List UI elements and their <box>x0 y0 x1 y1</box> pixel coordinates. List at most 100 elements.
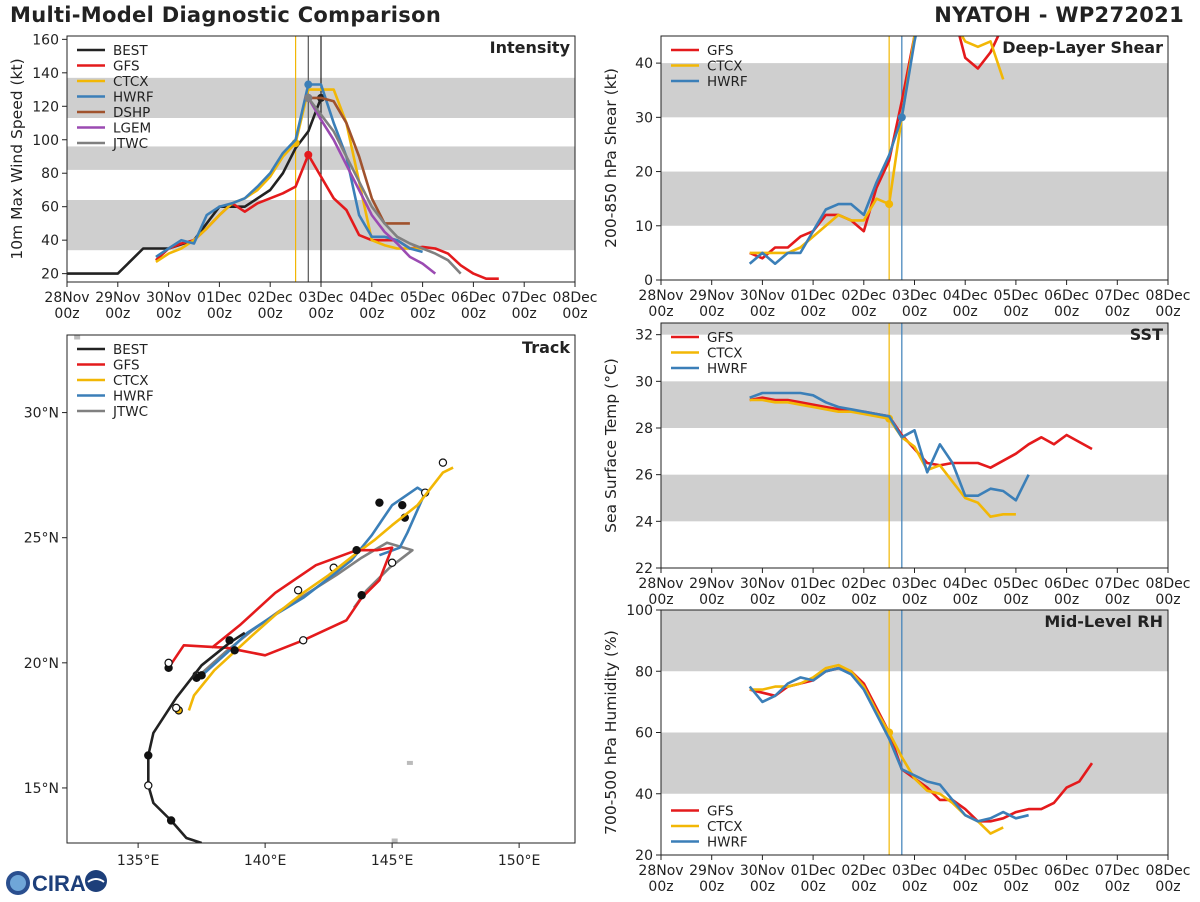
intensity-series-jtwc <box>307 97 462 275</box>
sst-legend-label: CTCX <box>707 346 743 362</box>
sst-xtick-label: 04Dec <box>943 576 988 592</box>
sst-xtick-label: 00z <box>1105 592 1130 608</box>
island-shape <box>74 335 81 340</box>
sst-series-ctcx <box>749 398 1016 519</box>
track-point-best <box>172 703 181 713</box>
intensity-xtick-label: 06Dec <box>451 290 496 306</box>
intensity-ytick-label: 160 <box>32 32 59 48</box>
rh-xtick-label: 02Dec <box>841 863 886 879</box>
track-xtick-label: 140°E <box>244 853 287 869</box>
shear-point-ctcx <box>885 200 894 209</box>
sst-xtick-label: 00z <box>648 592 673 608</box>
track-ytick-label: 15°N <box>24 781 59 797</box>
intensity-ytick-label: 100 <box>32 133 59 149</box>
rh-xtick-label: 01Dec <box>791 863 836 879</box>
intensity-series-hwrf <box>155 83 423 258</box>
intensity-ytick-label: 40 <box>41 233 59 249</box>
shear-xtick-label: 06Dec <box>1044 288 1089 304</box>
rh-xtick-label: 00z <box>851 879 876 895</box>
shear-panel: 01020304028Nov00z29Nov00z30Nov00z01Dec00… <box>602 35 1190 320</box>
intensity-xtick-label: 04Dec <box>349 290 394 306</box>
sst-xtick-label: 00z <box>1003 592 1028 608</box>
intensity-ytick-label: 60 <box>41 200 59 216</box>
rh-xtick-label: 04Dec <box>943 863 988 879</box>
sst-xtick-label: 00z <box>1054 592 1079 608</box>
shear-xtick-label: 00z <box>750 304 775 320</box>
intensity-xtick-label: 01Dec <box>197 290 242 306</box>
rh-xtick-label: 29Nov <box>689 863 734 879</box>
shear-ytick-label: 40 <box>635 56 653 72</box>
track-point-gfs <box>230 646 239 655</box>
shear-legend-label: GFS <box>707 43 734 59</box>
shear-xtick-label: 07Dec <box>1095 288 1140 304</box>
intensity-xtick-label: 00z <box>308 306 333 322</box>
intensity-series-lgem <box>307 97 437 275</box>
rh-xtick-label: 28Nov <box>638 863 683 879</box>
rh-ytick-label: 40 <box>635 787 653 803</box>
rh-panel: 2040608010028Nov00z29Nov00z30Nov00z01Dec… <box>602 603 1190 895</box>
intensity-xtick-label: 00z <box>562 306 587 322</box>
sst-legend-label: HWRF <box>707 361 748 377</box>
shear-legend-label: HWRF <box>707 74 748 90</box>
track-point-best <box>144 781 153 790</box>
intensity-xtick-label: 00z <box>359 306 384 322</box>
island-shape <box>406 760 413 765</box>
sst-series-hwrf <box>749 391 1030 502</box>
sst-xtick-label: 02Dec <box>841 576 886 592</box>
sst-ytick-label: 22 <box>635 561 653 577</box>
intensity-ylabel: 10m Max Wind Speed (kt) <box>8 58 26 259</box>
sst-xtick-label: 06Dec <box>1044 576 1089 592</box>
track-ytick-label: 30°N <box>24 406 59 422</box>
page-title: Multi-Model Diagnostic Comparison <box>10 3 442 27</box>
sst-xtick-label: 00z <box>953 592 978 608</box>
sst-xtick-label: 00z <box>1155 592 1180 608</box>
intensity-legend-label: CTCX <box>113 74 149 90</box>
intensity-series-dshp <box>308 96 410 225</box>
track-point-hwrf <box>398 500 407 510</box>
sst-xtick-label: 00z <box>750 592 775 608</box>
intensity-legend-label: HWRF <box>113 90 154 106</box>
track-series-best <box>147 631 246 843</box>
sst-band <box>661 381 1168 428</box>
sst-xtick-label: 00z <box>801 592 826 608</box>
rh-xtick-label: 07Dec <box>1095 863 1140 879</box>
shear-series-gfs <box>749 36 1000 260</box>
intensity-panel: 2040608010012014016028Nov00z29Nov00z30No… <box>8 32 597 322</box>
shear-ytick-label: 0 <box>644 273 653 289</box>
rh-series-hwrf <box>748 666 1029 823</box>
sst-xtick-label: 28Nov <box>638 576 683 592</box>
sst-xtick-label: 07Dec <box>1095 576 1140 592</box>
sst-band <box>661 323 1168 335</box>
track-point-hwrf <box>375 498 384 507</box>
shear-xtick-label: 00z <box>648 304 673 320</box>
shear-xtick-label: 00z <box>699 304 724 320</box>
intensity-xtick-label: 00z <box>156 306 181 322</box>
shear-ytick-label: 30 <box>635 110 653 126</box>
shear-xtick-label: 05Dec <box>993 288 1038 304</box>
rh-xtick-label: 00z <box>902 879 927 895</box>
rh-legend-label: GFS <box>707 804 734 820</box>
sst-xtick-label: 08Dec <box>1146 576 1191 592</box>
rh-xtick-label: 00z <box>699 879 724 895</box>
track-point-best <box>164 658 173 668</box>
shear-series-ctcx <box>749 36 1005 255</box>
rh-ytick-label: 20 <box>635 848 653 864</box>
intensity-legend-label: LGEM <box>113 121 151 137</box>
sst-legend-label: GFS <box>707 330 734 346</box>
island-shape <box>391 838 398 843</box>
rh-xtick-label: 00z <box>1155 879 1180 895</box>
rh-xtick-label: 00z <box>1003 879 1028 895</box>
shear-xtick-label: 30Nov <box>740 288 785 304</box>
track-point-best <box>144 751 153 760</box>
intensity-xtick-label: 00z <box>105 306 130 322</box>
shear-xtick-label: 00z <box>1155 304 1180 320</box>
track-legend-label: CTCX <box>113 373 149 389</box>
sst-xtick-label: 03Dec <box>892 576 937 592</box>
intensity-xtick-label: 00z <box>258 306 283 322</box>
sst-xtick-label: 00z <box>699 592 724 608</box>
intensity-xtick-label: 05Dec <box>400 290 445 306</box>
sst-title: SST <box>1130 325 1163 344</box>
shear-xtick-label: 01Dec <box>791 288 836 304</box>
storm-id: NYATOH - WP272021 <box>934 3 1184 27</box>
